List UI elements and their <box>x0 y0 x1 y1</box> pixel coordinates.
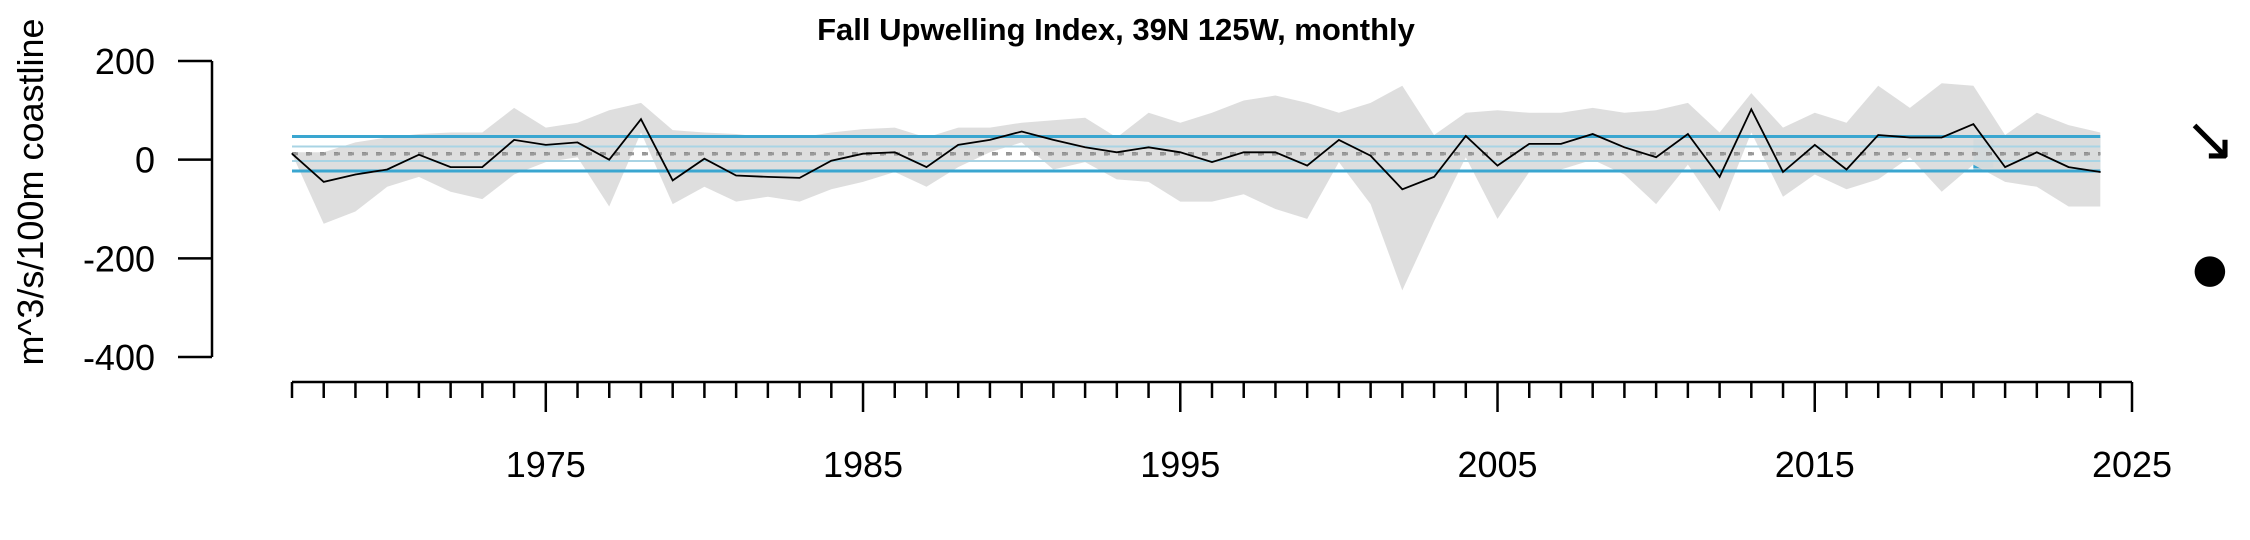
data-point <box>957 144 959 146</box>
data-point <box>545 144 547 146</box>
data-point <box>703 158 706 160</box>
data-point <box>1465 135 1467 137</box>
data-point <box>1338 139 1340 141</box>
data-point <box>2099 171 2101 173</box>
data-point <box>1306 164 1308 167</box>
uncertainty-band-area <box>292 83 2101 291</box>
data-point <box>450 166 452 168</box>
data-point <box>640 118 642 120</box>
data-point <box>1877 134 1879 136</box>
data-point <box>2004 166 2006 168</box>
data-point <box>1909 136 1911 139</box>
data-point <box>1941 136 1943 139</box>
data-point <box>323 181 325 183</box>
data-point <box>291 153 293 155</box>
reference-lines <box>292 134 2101 173</box>
y-tick-label: 0 <box>135 140 155 181</box>
data-point <box>1401 188 1403 190</box>
data-point <box>481 166 483 168</box>
data-point <box>1084 146 1086 148</box>
data-point <box>894 151 896 153</box>
x-axis: 1975 1985 1995 2005 2015 2025 <box>290 380 2172 485</box>
data-point <box>1528 143 1530 145</box>
data-point <box>1592 133 1594 135</box>
data-point <box>798 177 801 179</box>
data-point <box>513 139 515 141</box>
data-point <box>608 159 610 161</box>
y-axis: 200 0 -200 -400 <box>83 41 214 378</box>
chart-title: Fall Upwelling Index, 39N 125W, monthly <box>817 12 1415 47</box>
y-tick-label: -400 <box>83 337 155 378</box>
data-point <box>1243 151 1245 153</box>
data-point <box>925 166 928 168</box>
data-point <box>2067 166 2070 168</box>
data-point <box>1370 155 1372 157</box>
data-point <box>1052 139 1054 141</box>
data-point <box>1655 156 1657 158</box>
data-point <box>1021 130 1023 133</box>
y-axis-label: m^3/s/100m coastline <box>10 18 51 365</box>
data-point <box>1496 164 1499 167</box>
x-tick-label: 2015 <box>1775 444 1855 485</box>
status-dot-icon: ● <box>2193 246 2228 292</box>
data-point <box>354 173 357 176</box>
data-point <box>1845 168 1848 171</box>
data-point <box>767 176 769 178</box>
data-point <box>1687 133 1689 135</box>
y-tick-label: 200 <box>95 41 155 82</box>
x-tick-label: 1975 <box>506 444 586 485</box>
data-point <box>576 141 579 143</box>
series-line <box>291 107 2101 191</box>
data-point <box>989 139 991 141</box>
data-point <box>1147 146 1150 148</box>
data-point <box>1179 151 1181 153</box>
data-point <box>1750 108 1752 110</box>
x-tick-label: 1995 <box>1140 444 1220 485</box>
data-point <box>1623 146 1626 148</box>
data-series <box>291 107 2101 191</box>
data-point <box>2036 151 2038 153</box>
data-point <box>735 174 737 177</box>
data-point <box>672 179 674 181</box>
data-point <box>1782 171 1784 173</box>
data-point <box>1718 176 1721 178</box>
uncertainty-band <box>292 83 2101 291</box>
x-tick-label: 1985 <box>823 444 903 485</box>
data-point <box>830 160 832 162</box>
data-point <box>1972 123 1974 125</box>
data-point <box>1433 176 1435 178</box>
data-point <box>1560 143 1562 145</box>
y-tick-label: -200 <box>83 238 155 279</box>
x-tick-label: 2005 <box>1457 444 1537 485</box>
data-point <box>418 154 420 156</box>
data-point <box>862 153 864 155</box>
data-point <box>1211 161 1213 163</box>
data-point <box>1116 151 1118 153</box>
trend-arrow-icon: ↘ <box>2184 102 2236 175</box>
data-point <box>1814 144 1816 146</box>
data-point <box>1274 151 1277 153</box>
data-point <box>386 168 388 171</box>
x-tick-label: 2025 <box>2092 444 2172 485</box>
